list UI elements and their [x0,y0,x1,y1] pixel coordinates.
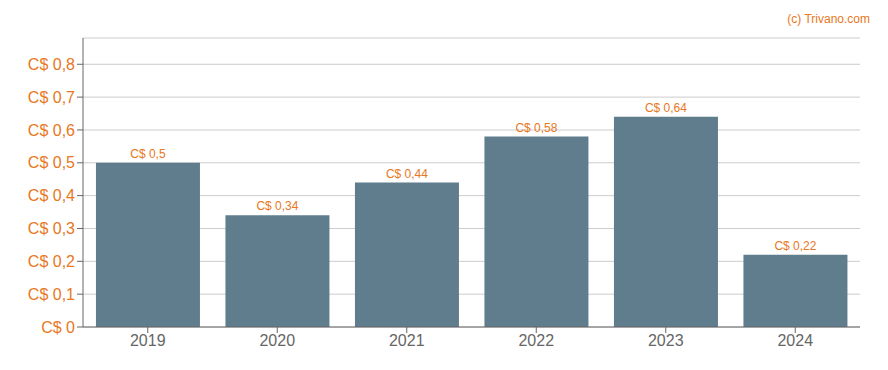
svg-text:C$ 0,8: C$ 0,8 [28,56,75,73]
svg-text:2024: 2024 [777,332,813,349]
svg-text:2020: 2020 [259,332,295,349]
svg-text:C$ 0,6: C$ 0,6 [28,122,75,139]
svg-text:2022: 2022 [518,332,554,349]
svg-text:C$ 0,4: C$ 0,4 [28,187,75,204]
svg-text:C$ 0,2: C$ 0,2 [28,253,75,270]
svg-text:C$ 0,5: C$ 0,5 [130,147,166,161]
svg-text:C$ 0,34: C$ 0,34 [256,199,298,213]
html-text:(c) Trivano.com: (c) Trivano.com [787,12,870,26]
svg-text:C$ 0,1: C$ 0,1 [28,286,75,303]
svg-text:2023: 2023 [648,332,684,349]
svg-text:C$ 0,44: C$ 0,44 [386,167,428,181]
svg-text:C$ 0,64: C$ 0,64 [645,101,687,115]
svg-text:C$ 0,7: C$ 0,7 [28,89,75,106]
svg-text:C$ 0,3: C$ 0,3 [28,220,75,237]
svg-text:2021: 2021 [389,332,425,349]
svg-text:C$ 0,58: C$ 0,58 [515,121,557,135]
svg-text:C$ 0: C$ 0 [41,319,75,336]
svg-text:C$ 0,22: C$ 0,22 [774,239,816,253]
svg-text:C$ 0,5: C$ 0,5 [28,154,75,171]
svg-text:2019: 2019 [130,332,166,349]
